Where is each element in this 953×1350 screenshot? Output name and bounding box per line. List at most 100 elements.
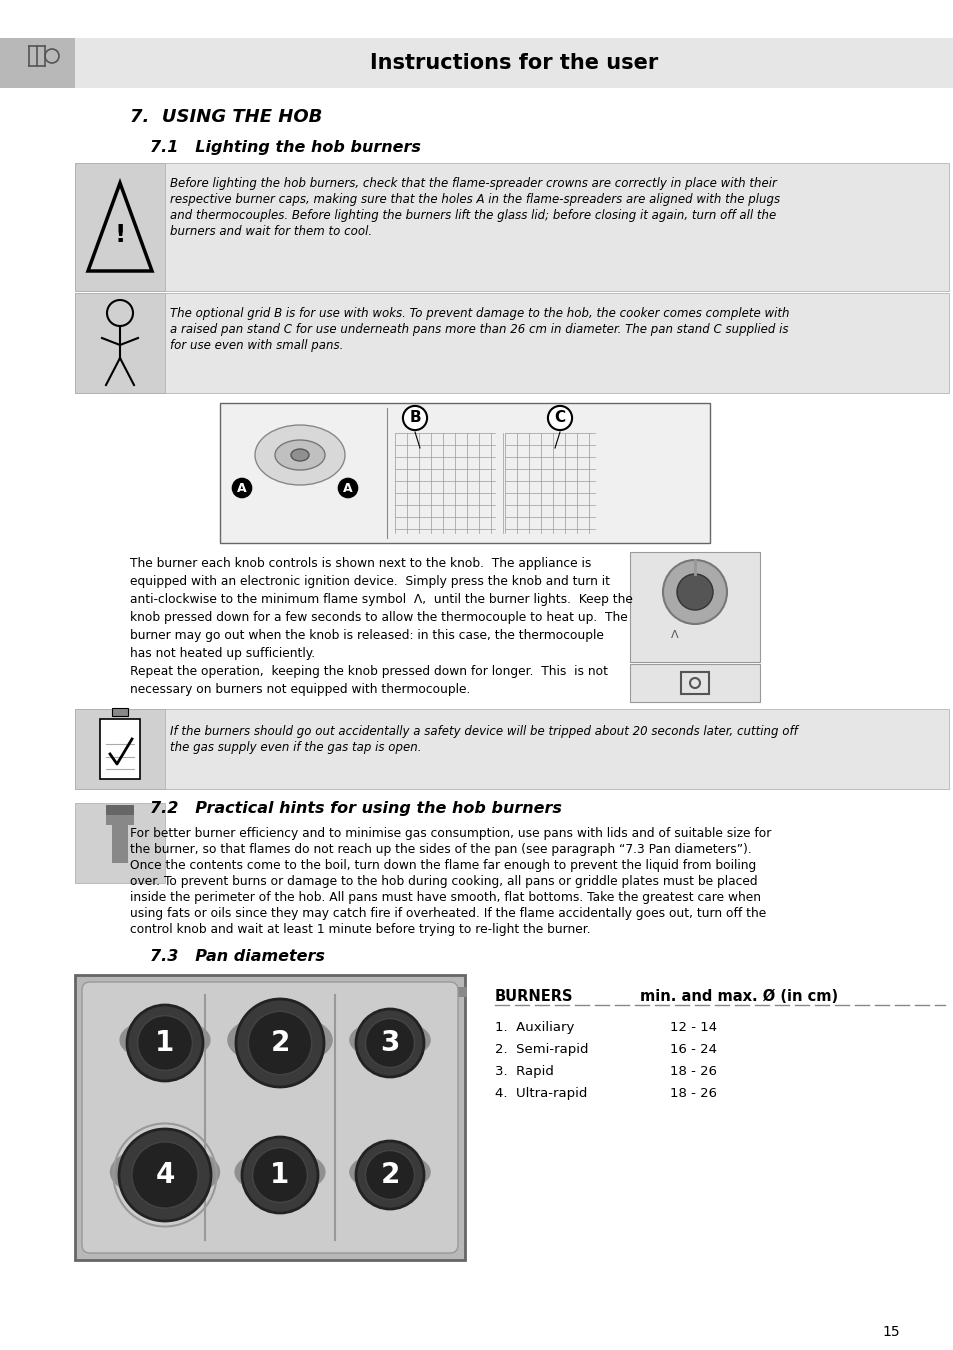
Bar xyxy=(112,987,131,998)
Circle shape xyxy=(137,1015,193,1071)
Circle shape xyxy=(235,999,324,1087)
Ellipse shape xyxy=(349,1152,431,1192)
Text: For better burner efficiency and to minimise gas consumption, use pans with lids: For better burner efficiency and to mini… xyxy=(130,828,771,840)
Circle shape xyxy=(677,574,712,610)
Ellipse shape xyxy=(227,1014,333,1066)
Text: 3.  Rapid: 3. Rapid xyxy=(495,1065,554,1079)
Text: burners and wait for them to cool.: burners and wait for them to cool. xyxy=(170,225,372,238)
Text: min. and max. Ø (in cm): min. and max. Ø (in cm) xyxy=(639,990,838,1004)
Polygon shape xyxy=(100,720,140,779)
Text: 7.2   Practical hints for using the hob burners: 7.2 Practical hints for using the hob bu… xyxy=(150,801,561,815)
Circle shape xyxy=(355,1008,423,1077)
Bar xyxy=(281,987,298,998)
Text: 2: 2 xyxy=(270,1029,290,1057)
Ellipse shape xyxy=(349,1019,431,1060)
Text: Instructions for the user: Instructions for the user xyxy=(370,53,658,73)
Bar xyxy=(75,803,165,883)
Bar xyxy=(141,987,159,998)
Bar xyxy=(0,38,75,88)
Text: Before lighting the hob burners, check that the flame-spreader crowns are correc: Before lighting the hob burners, check t… xyxy=(170,177,776,190)
Bar xyxy=(420,987,438,998)
Text: and thermocouples. Before lighting the burners lift the glass lid; before closin: and thermocouples. Before lighting the b… xyxy=(170,209,776,221)
Text: 1: 1 xyxy=(270,1161,290,1189)
Bar xyxy=(112,707,128,716)
Text: respective burner caps, making sure that the holes A in the flame-spreaders are : respective burner caps, making sure that… xyxy=(170,193,780,207)
Circle shape xyxy=(662,560,726,624)
Text: the burner, so that flames do not reach up the sides of the pan (see paragraph “: the burner, so that flames do not reach … xyxy=(130,842,751,856)
Circle shape xyxy=(242,1137,317,1214)
Bar xyxy=(365,987,382,998)
Text: over. To prevent burns or damage to the hob during cooking, all pans or griddle : over. To prevent burns or damage to the … xyxy=(130,875,757,888)
Bar xyxy=(75,709,948,788)
Text: 18 - 26: 18 - 26 xyxy=(669,1065,717,1079)
Text: The burner each knob controls is shown next to the knob.  The appliance is: The burner each knob controls is shown n… xyxy=(130,558,591,570)
Text: a raised pan stand C for use underneath pans more than 26 cm in diameter. The pa: a raised pan stand C for use underneath … xyxy=(170,323,788,336)
Text: 16 - 24: 16 - 24 xyxy=(669,1044,717,1056)
Bar xyxy=(106,805,133,815)
Circle shape xyxy=(365,1018,414,1068)
Circle shape xyxy=(248,1011,312,1075)
Text: 12 - 14: 12 - 14 xyxy=(669,1021,717,1034)
Bar xyxy=(629,552,760,662)
Bar xyxy=(106,815,133,825)
Bar xyxy=(196,987,214,998)
Bar xyxy=(680,672,708,694)
Text: 7.3   Pan diameters: 7.3 Pan diameters xyxy=(150,949,325,964)
Ellipse shape xyxy=(291,450,309,460)
Bar xyxy=(75,293,948,393)
Text: If the burners should go out accidentally a safety device will be tripped about : If the burners should go out accidentall… xyxy=(170,725,797,738)
Bar xyxy=(253,987,271,998)
Text: anti-clockwise to the minimum flame symbol  Λ,  until the burner lights.  Keep t: anti-clockwise to the minimum flame symb… xyxy=(130,593,632,606)
Text: for use even with small pans.: for use even with small pans. xyxy=(170,339,343,352)
Circle shape xyxy=(127,1004,203,1081)
Text: 7.1   Lighting the hob burners: 7.1 Lighting the hob burners xyxy=(150,140,420,155)
Text: 3: 3 xyxy=(380,1029,399,1057)
Text: 7.  USING THE HOB: 7. USING THE HOB xyxy=(130,108,322,126)
Ellipse shape xyxy=(119,1017,211,1062)
Text: !: ! xyxy=(114,223,126,247)
Text: 1: 1 xyxy=(155,1029,174,1057)
Bar xyxy=(112,824,128,863)
Text: the gas supply even if the gas tap is open.: the gas supply even if the gas tap is op… xyxy=(170,741,421,755)
Bar xyxy=(75,975,464,1260)
Bar xyxy=(225,987,243,998)
Text: using fats or oils since they may catch fire if overheated. If the flame acciden: using fats or oils since they may catch … xyxy=(130,907,765,919)
Text: Λ: Λ xyxy=(671,630,679,640)
Text: C: C xyxy=(554,410,565,425)
Text: A: A xyxy=(343,482,353,494)
Text: necessary on burners not equipped with thermocouple.: necessary on burners not equipped with t… xyxy=(130,683,470,697)
Bar xyxy=(220,404,709,543)
Bar xyxy=(309,987,327,998)
Text: Repeat the operation,  keeping the knob pressed down for longer.  This  is not: Repeat the operation, keeping the knob p… xyxy=(130,666,607,678)
FancyBboxPatch shape xyxy=(82,981,457,1253)
Circle shape xyxy=(132,1142,198,1208)
Text: 2: 2 xyxy=(380,1161,399,1189)
Text: BURNERS: BURNERS xyxy=(495,990,573,1004)
Text: Once the contents come to the boil, turn down the flame far enough to prevent th: Once the contents come to the boil, turn… xyxy=(130,859,756,872)
Bar xyxy=(75,38,953,88)
Bar xyxy=(169,987,187,998)
Text: 4: 4 xyxy=(155,1161,174,1189)
Text: control knob and wait at least 1 minute before trying to re-light the burner.: control knob and wait at least 1 minute … xyxy=(130,923,590,936)
Ellipse shape xyxy=(110,1145,220,1200)
Circle shape xyxy=(355,1141,423,1210)
Text: B: B xyxy=(409,410,420,425)
Circle shape xyxy=(253,1148,307,1203)
Text: inside the perimeter of the hob. All pans must have smooth, flat bottoms. Take t: inside the perimeter of the hob. All pan… xyxy=(130,891,760,904)
Bar xyxy=(75,709,165,788)
Bar xyxy=(85,987,103,998)
Text: 4.  Ultra-rapid: 4. Ultra-rapid xyxy=(495,1087,587,1100)
Bar xyxy=(336,987,355,998)
Text: 15: 15 xyxy=(882,1324,899,1339)
Bar xyxy=(629,664,760,702)
Bar xyxy=(393,987,411,998)
Ellipse shape xyxy=(274,440,325,470)
Text: 1.  Auxiliary: 1. Auxiliary xyxy=(495,1021,574,1034)
Circle shape xyxy=(365,1150,414,1200)
Text: knob pressed down for a few seconds to allow the thermocouple to heat up.  The: knob pressed down for a few seconds to a… xyxy=(130,612,627,624)
Text: burner may go out when the knob is released: in this case, the thermocouple: burner may go out when the knob is relea… xyxy=(130,629,603,643)
Circle shape xyxy=(119,1129,211,1220)
Bar xyxy=(75,293,165,393)
Bar xyxy=(75,163,165,292)
Text: The optional grid B is for use with woks. To prevent damage to the hob, the cook: The optional grid B is for use with woks… xyxy=(170,306,789,320)
